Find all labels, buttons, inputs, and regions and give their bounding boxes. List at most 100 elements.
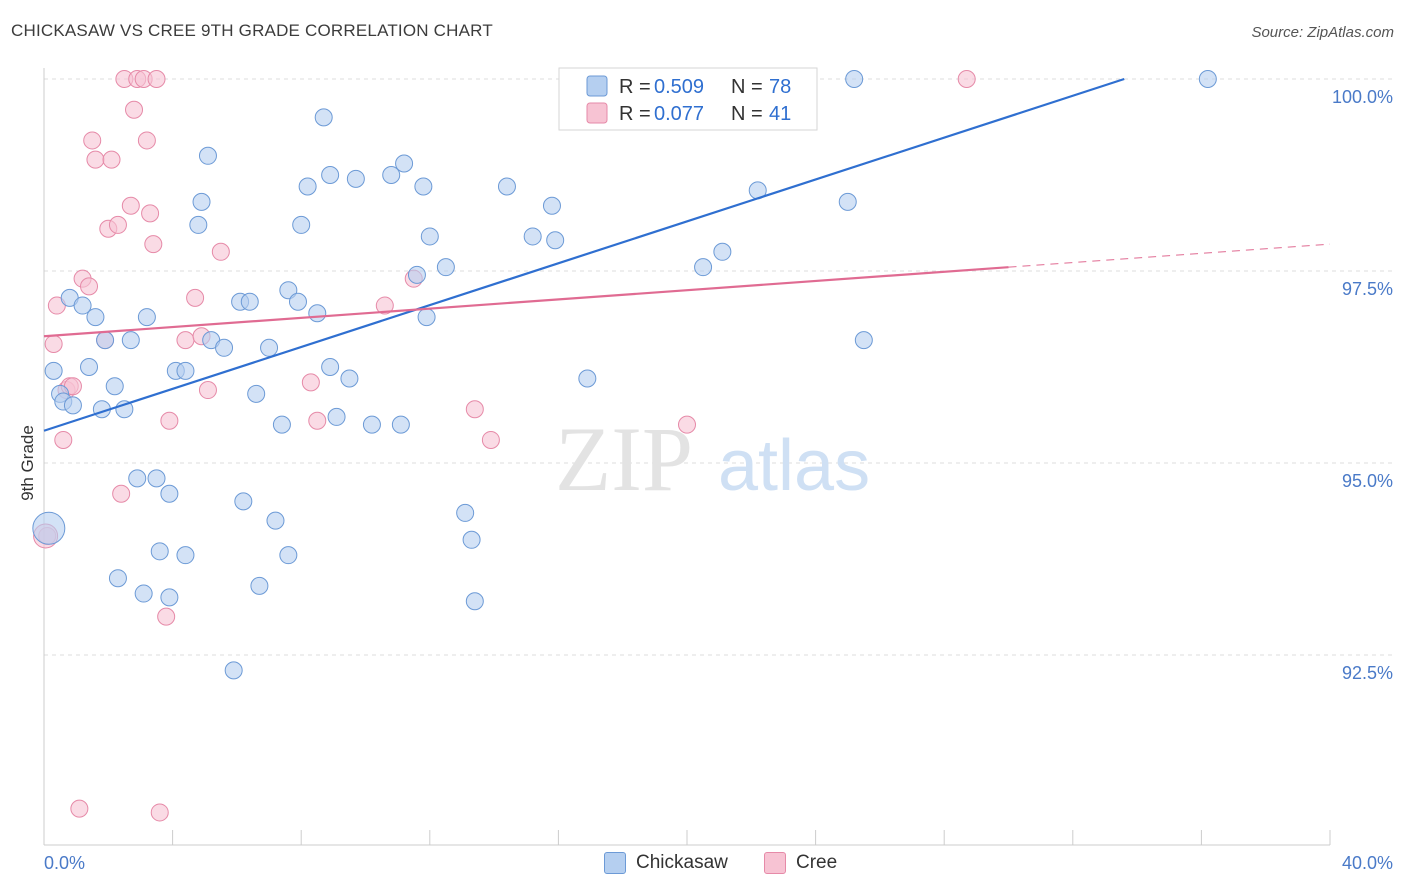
legend-item-cree[interactable]: Cree — [764, 852, 837, 874]
cree-r-label: R = — [619, 103, 651, 125]
chickasaw-point-34 — [298, 177, 317, 196]
chickasaw-point-50 — [436, 258, 455, 277]
chickasaw-swatch — [586, 75, 608, 97]
chickasaw-point-12 — [121, 331, 140, 350]
chickasaw-point-51 — [456, 503, 475, 522]
chickasaw-point-21 — [198, 146, 217, 165]
y-tick-label-3: 100.0% — [1332, 87, 1393, 107]
chickasaw-trend-line — [43, 77, 1125, 432]
cree-point-9 — [83, 131, 102, 150]
source-label: Source: ZipAtlas.com — [1251, 24, 1394, 41]
chickasaw-point-68 — [838, 192, 857, 211]
cree-point-33 — [308, 411, 327, 430]
cree-point-27 — [176, 331, 195, 350]
chickasaw-point-72 — [108, 569, 127, 588]
cree-point-28 — [186, 288, 205, 307]
cree-point-22 — [141, 204, 160, 223]
chickasaw-point-30 — [272, 415, 291, 434]
chickasaw-point-29 — [266, 511, 285, 530]
chickasaw-point-58 — [578, 369, 597, 388]
cree-point-23 — [144, 235, 163, 254]
legend-item-chickasaw[interactable]: Chickasaw — [604, 852, 728, 874]
x-tick-label-min: 0.0% — [44, 853, 85, 873]
chickasaw-point-0 — [44, 361, 63, 380]
chickasaw-point-23 — [215, 338, 234, 357]
cree-point-13 — [102, 150, 121, 169]
cree-point-41 — [150, 803, 169, 822]
cree-point-34 — [375, 296, 394, 315]
cree-n-label: N = — [731, 103, 763, 125]
chickasaw-point-46 — [407, 265, 426, 284]
chickasaw-n-label: N = — [731, 76, 763, 98]
cree-point-24 — [147, 70, 166, 88]
cree-point-18 — [125, 100, 144, 119]
chickasaw-point-10 — [105, 377, 124, 396]
chickasaw-point-20 — [192, 192, 211, 211]
chickasaw-points — [32, 70, 1217, 680]
cree-point-10 — [86, 150, 105, 169]
chickasaw-point-44 — [391, 415, 410, 434]
cree-point-30 — [198, 381, 217, 400]
chickasaw-point-42 — [362, 415, 381, 434]
y-tick-label-1: 95.0% — [1342, 471, 1393, 491]
cree-point-37 — [481, 430, 500, 449]
chickasaw-legend-swatch — [604, 852, 626, 874]
y-tick-label-0: 92.5% — [1342, 663, 1393, 683]
chickasaw-point-74 — [150, 542, 169, 561]
chickasaw-point-77 — [224, 661, 243, 680]
chickasaw-point-65 — [713, 242, 732, 261]
chickasaw-point-38 — [321, 358, 340, 376]
cree-point-25 — [157, 607, 176, 626]
chickasaw-point-13 — [128, 469, 147, 488]
chickasaw-point-large — [32, 511, 66, 545]
chickasaw-point-32 — [288, 292, 307, 311]
cree-point-32 — [301, 373, 320, 392]
cree-legend-swatch — [764, 852, 786, 874]
chickasaw-point-9 — [96, 331, 115, 350]
chickasaw-point-79 — [279, 546, 298, 565]
chickasaw-point-53 — [465, 592, 484, 611]
chickasaw-point-39 — [327, 407, 346, 426]
chickasaw-point-40 — [340, 369, 359, 388]
cree-point-1 — [44, 334, 63, 353]
cree-point-15 — [112, 484, 131, 503]
chickasaw-point-35 — [308, 304, 327, 323]
cree-point-26 — [160, 411, 179, 430]
chickasaw-point-52 — [462, 530, 481, 549]
chickasaw-point-7 — [80, 358, 99, 376]
chart-title: CHICKASAW VS CREE 9TH GRADE CORRELATION … — [11, 21, 493, 40]
chickasaw-point-76 — [176, 546, 195, 565]
chickasaw-point-75 — [160, 588, 179, 607]
chickasaw-point-41 — [346, 169, 365, 188]
chickasaw-r-value: 0.509 — [654, 76, 704, 98]
cree-point-8 — [80, 277, 99, 296]
chickasaw-point-56 — [542, 196, 561, 215]
axes — [43, 68, 1331, 846]
cree-point-39 — [957, 70, 976, 88]
cree-trend-line — [43, 266, 1009, 338]
cree-trend-extension — [1008, 243, 1331, 268]
chickasaw-point-48 — [417, 308, 436, 327]
chickasaw-point-14 — [137, 308, 156, 327]
trend-lines — [43, 77, 1331, 432]
chickasaw-point-69 — [845, 70, 864, 88]
chickasaw-point-25 — [234, 492, 253, 511]
chickasaw-point-27 — [247, 384, 266, 403]
chickasaw-point-26 — [240, 292, 259, 311]
cree-point-31 — [211, 242, 230, 261]
stats-legend: R = 0.509 N = 78 R = 0.077 N = 41 — [558, 67, 818, 131]
cree-point-40 — [70, 799, 89, 818]
y-axis-title: 9th Grade — [18, 425, 37, 501]
chickasaw-point-19 — [189, 215, 208, 234]
chickasaw-r-label: R = — [619, 76, 651, 98]
chickasaw-point-57 — [546, 231, 565, 250]
chickasaw-point-73 — [134, 584, 153, 603]
chickasaw-point-31 — [279, 281, 298, 300]
chickasaw-point-54 — [497, 177, 516, 196]
chickasaw-point-3 — [63, 396, 82, 415]
gridlines — [44, 78, 1392, 656]
chickasaw-point-36 — [314, 108, 333, 127]
chickasaw-n-value: 78 — [769, 76, 791, 98]
cree-swatch — [586, 102, 608, 124]
